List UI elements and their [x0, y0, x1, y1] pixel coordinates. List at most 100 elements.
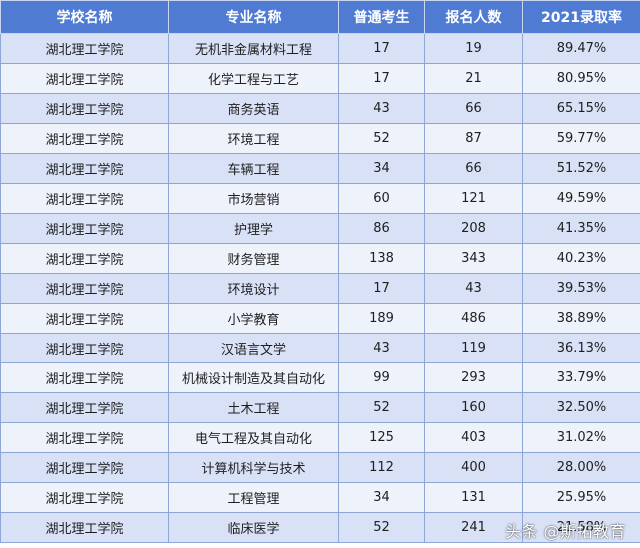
cell-applicants: 400: [424, 452, 523, 484]
cell-applicants: 486: [424, 302, 523, 334]
cell-applicants: 87: [424, 122, 523, 154]
cell-regular-candidates: 138: [338, 242, 425, 274]
table-row: 湖北理工学院 财务管理 138 343 40.23%: [0, 242, 640, 274]
cell-regular-candidates: 52: [338, 512, 425, 544]
table-row: 湖北理工学院 护理学 86 208 41.35%: [0, 212, 640, 244]
cell-regular-candidates: 34: [338, 482, 425, 514]
header-school-name: 学校名称: [0, 0, 169, 34]
cell-school-name: 湖北理工学院: [0, 482, 169, 514]
cell-major-name: 机械设计制造及其自动化: [168, 362, 339, 394]
table-row: 湖北理工学院 车辆工程 34 66 51.52%: [0, 152, 640, 184]
cell-major-name: 土木工程: [168, 392, 339, 424]
cell-major-name: 护理学: [168, 212, 339, 244]
cell-applicants: 160: [424, 392, 523, 424]
cell-school-name: 湖北理工学院: [0, 392, 169, 424]
cell-admission-rate: 36.13%: [522, 332, 640, 364]
cell-major-name: 化学工程与工艺: [168, 62, 339, 94]
cell-school-name: 湖北理工学院: [0, 152, 169, 184]
cell-admission-rate: 40.23%: [522, 242, 640, 274]
cell-applicants: 66: [424, 92, 523, 124]
cell-school-name: 湖北理工学院: [0, 272, 169, 304]
table-body: 湖北理工学院 无机非金属材料工程 17 19 89.47% 湖北理工学院 化学工程与工艺 17…: [0, 33, 640, 544]
table-row: 湖北理工学院 汉语言文学 43 119 36.13%: [0, 332, 640, 364]
cell-admission-rate: 51.52%: [522, 152, 640, 184]
cell-applicants: 241: [424, 512, 523, 544]
cell-applicants: 293: [424, 362, 523, 394]
cell-regular-candidates: 43: [338, 332, 425, 364]
cell-admission-rate: 49.59%: [522, 182, 640, 214]
cell-major-name: 电气工程及其自动化: [168, 422, 339, 454]
cell-regular-candidates: 86: [338, 212, 425, 244]
cell-major-name: 环境设计: [168, 272, 339, 304]
header-regular-candidates: 普通考生: [338, 0, 425, 34]
cell-admission-rate: 31.02%: [522, 422, 640, 454]
cell-admission-rate: 80.95%: [522, 62, 640, 94]
cell-applicants: 19: [424, 33, 523, 64]
table-row: 湖北理工学院 环境设计 17 43 39.53%: [0, 272, 640, 304]
table-row: 湖北理工学院 临床医学 52 241 21.58%: [0, 512, 640, 544]
table-row: 湖北理工学院 计算机科学与技术 112 400 28.00%: [0, 452, 640, 484]
cell-school-name: 湖北理工学院: [0, 242, 169, 274]
cell-major-name: 计算机科学与技术: [168, 452, 339, 484]
cell-admission-rate: 33.79%: [522, 362, 640, 394]
cell-school-name: 湖北理工学院: [0, 212, 169, 244]
cell-admission-rate: 41.35%: [522, 212, 640, 244]
cell-applicants: 208: [424, 212, 523, 244]
cell-regular-candidates: 52: [338, 122, 425, 154]
watermark-text: 头条 @斯拓教育: [504, 522, 626, 541]
cell-applicants: 66: [424, 152, 523, 184]
header-admission-rate: 2021录取率: [522, 0, 640, 34]
table-row: 湖北理工学院 市场营销 60 121 49.59%: [0, 182, 640, 214]
cell-regular-candidates: 17: [338, 62, 425, 94]
cell-school-name: 湖北理工学院: [0, 452, 169, 484]
cell-admission-rate: 59.77%: [522, 122, 640, 154]
header-major-name: 专业名称: [168, 0, 339, 34]
cell-applicants: 403: [424, 422, 523, 454]
table-row: 湖北理工学院 机械设计制造及其自动化 99 293 33.79%: [0, 362, 640, 394]
cell-school-name: 湖北理工学院: [0, 512, 169, 544]
cell-applicants: 343: [424, 242, 523, 274]
cell-applicants: 121: [424, 182, 523, 214]
header-applicants: 报名人数: [424, 0, 523, 34]
cell-major-name: 小学教育: [168, 302, 339, 334]
cell-major-name: 环境工程: [168, 122, 339, 154]
cell-regular-candidates: 60: [338, 182, 425, 214]
cell-major-name: 无机非金属材料工程: [168, 33, 339, 64]
table-row: 湖北理工学院 环境工程 52 87 59.77%: [0, 122, 640, 154]
table-row: 湖北理工学院 土木工程 52 160 32.50%: [0, 392, 640, 424]
cell-regular-candidates: 17: [338, 272, 425, 304]
table-row: 湖北理工学院 商务英语 43 66 65.15%: [0, 92, 640, 124]
cell-major-name: 临床医学: [168, 512, 339, 544]
cell-admission-rate: 28.00%: [522, 452, 640, 484]
cell-regular-candidates: 34: [338, 152, 425, 184]
table-row: 湖北理工学院 电气工程及其自动化 125 403 31.02%: [0, 422, 640, 454]
cell-admission-rate: 39.53%: [522, 272, 640, 304]
cell-regular-candidates: 189: [338, 302, 425, 334]
table-header-row: 学校名称 专业名称 普通考生 报名人数 2021录取率: [0, 0, 640, 34]
table-row: 湖北理工学院 化学工程与工艺 17 21 80.95%: [0, 62, 640, 94]
cell-applicants: 131: [424, 482, 523, 514]
cell-major-name: 财务管理: [168, 242, 339, 274]
table-row: 湖北理工学院 工程管理 34 131 25.95%: [0, 482, 640, 514]
cell-regular-candidates: 99: [338, 362, 425, 394]
cell-school-name: 湖北理工学院: [0, 332, 169, 364]
cell-school-name: 湖北理工学院: [0, 182, 169, 214]
cell-applicants: 43: [424, 272, 523, 304]
cell-school-name: 湖北理工学院: [0, 122, 169, 154]
cell-regular-candidates: 112: [338, 452, 425, 484]
cell-school-name: 湖北理工学院: [0, 33, 169, 64]
cell-major-name: 商务英语: [168, 92, 339, 124]
cell-admission-rate: 38.89%: [522, 302, 640, 334]
cell-admission-rate: 21.58%: [522, 512, 640, 544]
cell-regular-candidates: 17: [338, 33, 425, 64]
cell-school-name: 湖北理工学院: [0, 302, 169, 334]
cell-applicants: 119: [424, 332, 523, 364]
cell-admission-rate: 89.47%: [522, 33, 640, 64]
cell-school-name: 湖北理工学院: [0, 62, 169, 94]
table-row: 湖北理工学院 小学教育 189 486 38.89%: [0, 302, 640, 334]
cell-regular-candidates: 52: [338, 392, 425, 424]
cell-applicants: 21: [424, 62, 523, 94]
cell-school-name: 湖北理工学院: [0, 92, 169, 124]
